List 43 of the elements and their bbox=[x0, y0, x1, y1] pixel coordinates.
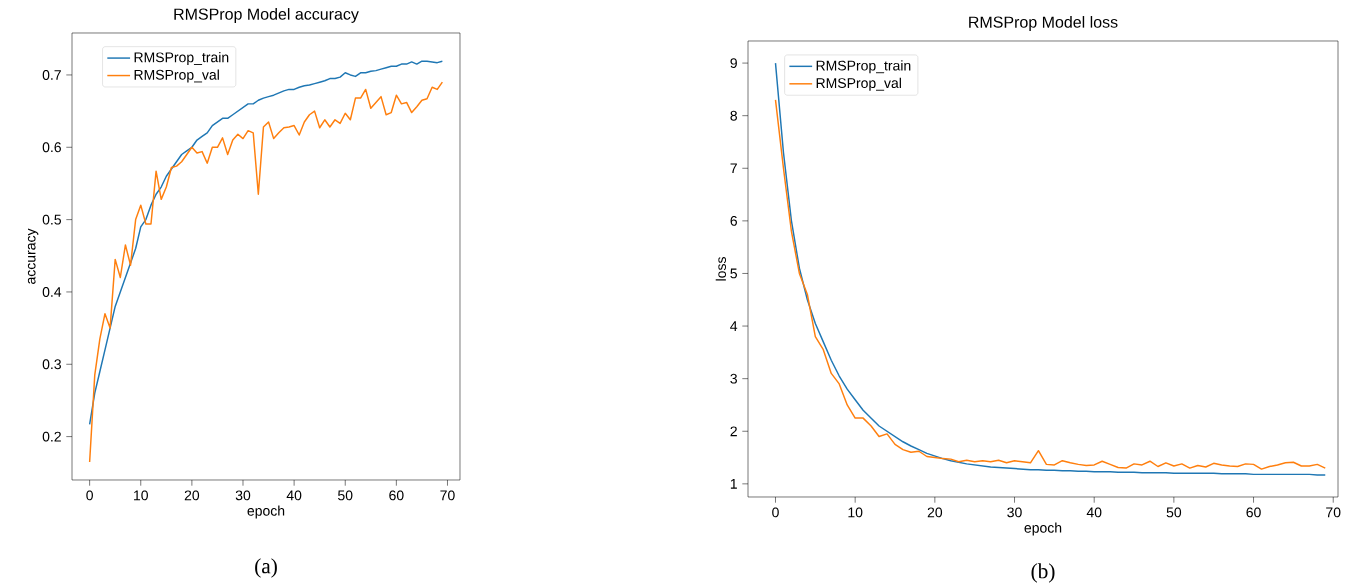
y-tick-label: 3 bbox=[730, 373, 737, 384]
legend-label: RMSProp_val bbox=[134, 69, 219, 83]
x-tick-label: 70 bbox=[1326, 507, 1341, 518]
y-tick-label: 0.5 bbox=[42, 214, 62, 225]
x-tick-label: 30 bbox=[1007, 507, 1022, 518]
y-tick-label: 8 bbox=[730, 110, 737, 121]
y-tick-label: 5 bbox=[730, 268, 738, 279]
text: (a) bbox=[255, 558, 277, 578]
x-tick-label: 50 bbox=[338, 490, 353, 501]
y-tick-label: 1 bbox=[730, 479, 737, 489]
y-tick-label: 7 bbox=[730, 163, 737, 174]
text: (b) bbox=[1031, 563, 1055, 583]
chart-title: RMSProp Model loss bbox=[969, 15, 1118, 31]
x-tick-label: 40 bbox=[286, 490, 302, 501]
legend-label: RMSProp_train bbox=[134, 51, 229, 66]
y-axis-title: accuracy bbox=[27, 228, 39, 284]
x-tick-label: 0 bbox=[772, 507, 779, 518]
y-tick-label: 9 bbox=[730, 58, 737, 68]
y-tick-label: 0.4 bbox=[42, 286, 62, 297]
x-tick-label: 20 bbox=[927, 507, 943, 518]
x-tick-label: 70 bbox=[440, 490, 455, 501]
y-tick-label: 0.6 bbox=[42, 142, 61, 153]
y-tick-label: 0.3 bbox=[42, 359, 61, 370]
y-tick-label: 2 bbox=[730, 426, 737, 437]
x-tick-label: 60 bbox=[1246, 507, 1261, 518]
x-axis-title: epoch bbox=[247, 505, 285, 519]
y-tick-label: 0.7 bbox=[42, 69, 61, 80]
legend-label: RMSProp_val bbox=[816, 77, 901, 91]
x-tick-label: 10 bbox=[848, 507, 863, 518]
legend-label: RMSProp_train bbox=[816, 60, 911, 74]
x-tick-label: 50 bbox=[1166, 507, 1182, 518]
x-tick-label: 0 bbox=[86, 490, 93, 501]
x-tick-label: 30 bbox=[235, 490, 251, 501]
chart-title: RMSProp Model accuracy bbox=[174, 8, 359, 23]
y-tick-label: 6 bbox=[730, 215, 737, 226]
x-tick-label: 20 bbox=[184, 490, 200, 501]
x-axis-title: epoch bbox=[1024, 522, 1062, 536]
y-tick-label: 0.2 bbox=[42, 431, 61, 442]
y-tick-label: 4 bbox=[730, 321, 738, 331]
x-tick-label: 60 bbox=[389, 490, 404, 501]
y-axis-title: loss bbox=[715, 257, 727, 281]
x-tick-label: 40 bbox=[1086, 507, 1102, 518]
x-tick-label: 10 bbox=[134, 490, 148, 501]
